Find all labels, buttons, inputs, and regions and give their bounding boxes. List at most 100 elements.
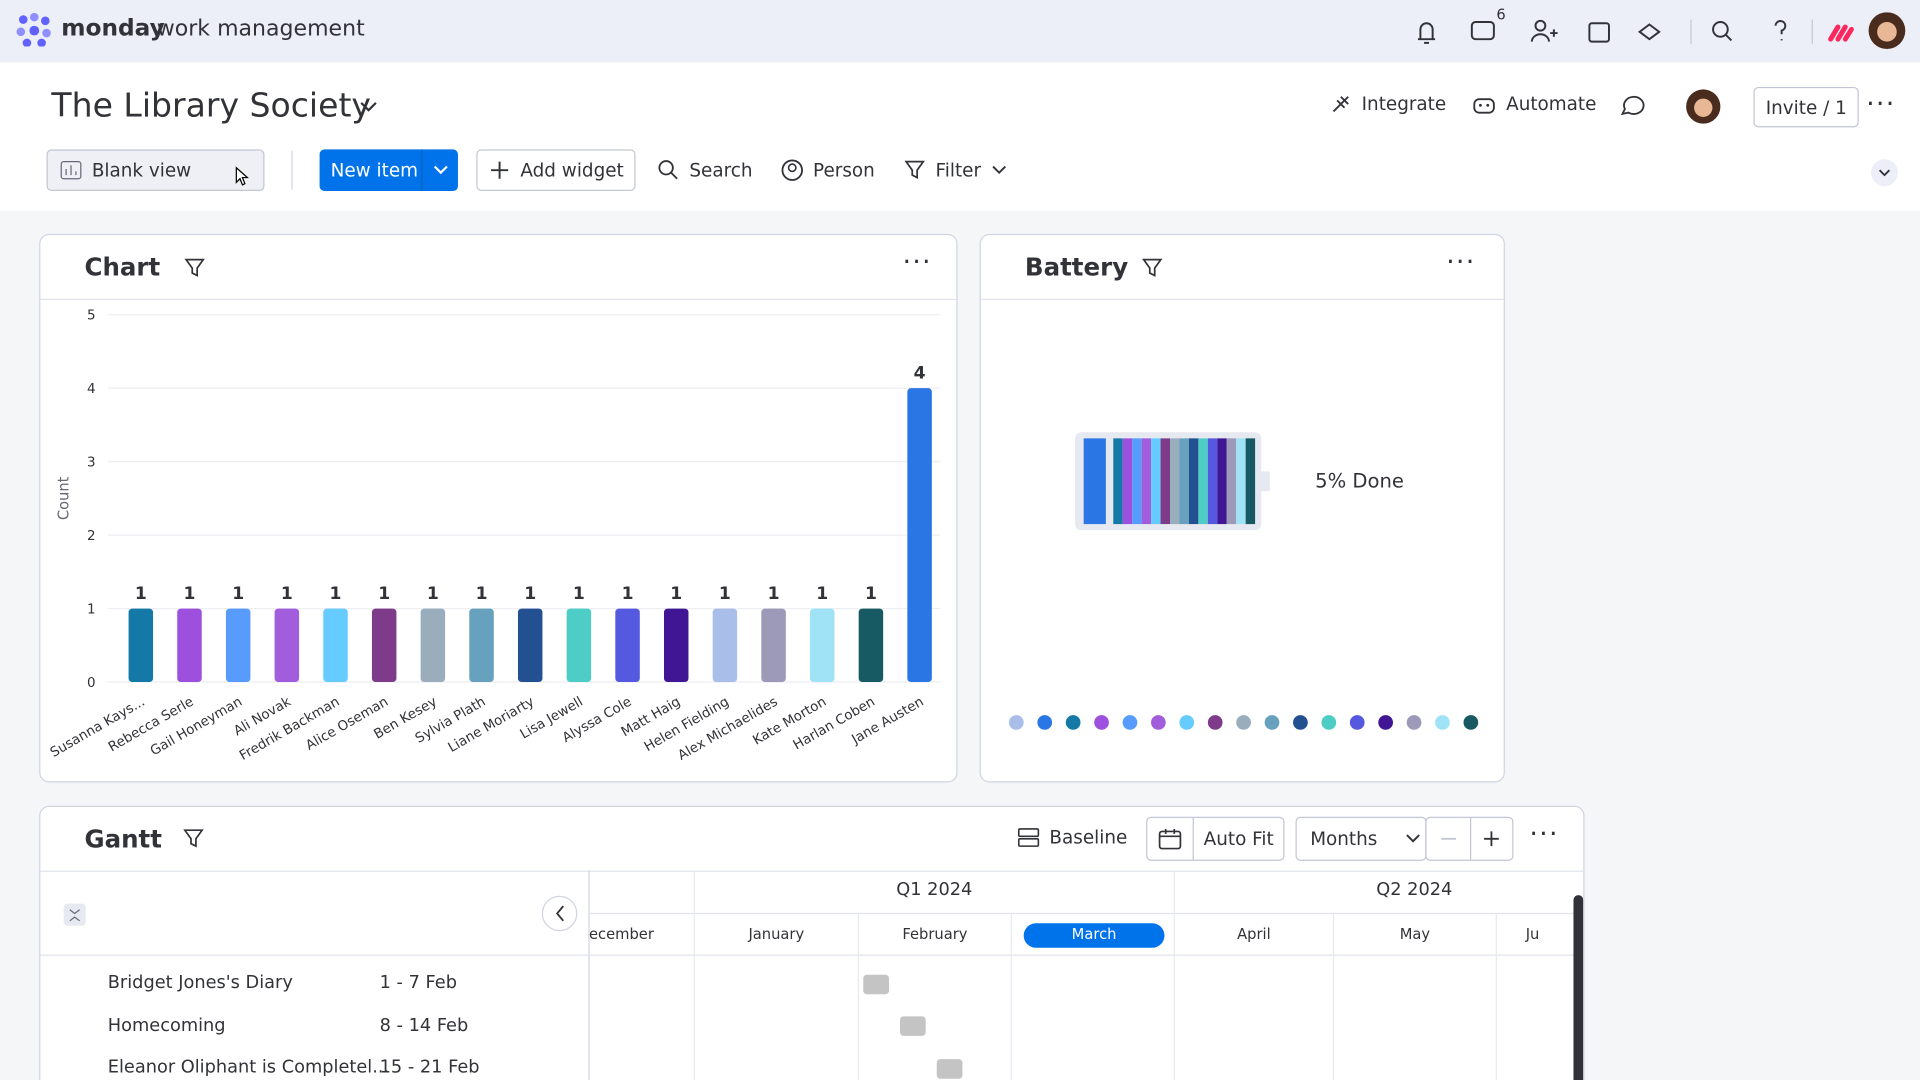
auto-fit-label: Auto Fit xyxy=(1203,827,1274,850)
marketplace-icon[interactable] xyxy=(1588,22,1610,43)
widget-menu[interactable]: ··· xyxy=(1446,247,1476,278)
filter-button[interactable]: Filter xyxy=(904,159,1008,181)
y-axis-label: Count xyxy=(56,476,73,520)
inbox-badge: 6 xyxy=(1496,6,1506,24)
value-label: 1 xyxy=(816,584,828,604)
bar xyxy=(128,608,154,683)
battery-segment xyxy=(1083,438,1106,525)
month-label: February xyxy=(902,925,968,943)
row-name[interactable]: Eleanor Oliphant is Completel... xyxy=(107,1057,390,1078)
help-icon[interactable] xyxy=(1774,20,1787,41)
board-title[interactable]: The Library Society xyxy=(51,86,372,125)
month-label: May xyxy=(1399,925,1431,943)
legend-dot xyxy=(1236,715,1251,730)
bar xyxy=(420,608,446,683)
x-tick-label: Alice Oseman xyxy=(304,695,392,754)
month-label: Ju xyxy=(1525,925,1540,943)
legend-dot xyxy=(1293,715,1308,730)
search-button[interactable]: Search xyxy=(658,159,753,181)
battery-segment xyxy=(1113,438,1123,525)
row-name[interactable]: Bridget Jones's Diary xyxy=(107,973,293,994)
battery-widget: Battery ··· 5% Done xyxy=(979,233,1505,783)
bar xyxy=(323,608,348,683)
battery-segment xyxy=(1188,438,1199,525)
legend-dot xyxy=(1435,715,1450,730)
legend-dot xyxy=(1122,715,1138,730)
invite-icon[interactable] xyxy=(1534,19,1547,32)
integrate-button[interactable]: Integrate xyxy=(1330,93,1446,115)
value-label: 1 xyxy=(622,584,634,604)
cursor xyxy=(235,166,249,186)
month-label: March xyxy=(1071,925,1117,943)
quarter-label: Q1 2024 xyxy=(896,880,973,901)
legend-dot xyxy=(1179,715,1195,730)
view-label: Blank view xyxy=(91,159,192,182)
month-label: ecember xyxy=(588,925,654,943)
product: work management xyxy=(156,15,365,42)
baseline-label: Baseline xyxy=(1049,826,1128,849)
legend-dot xyxy=(1321,715,1337,730)
battery-segment xyxy=(1179,438,1189,525)
battery-segment xyxy=(1132,438,1142,525)
bar xyxy=(371,608,397,683)
battery-segment xyxy=(1170,438,1180,525)
legend-dot xyxy=(1037,715,1053,730)
bar xyxy=(177,608,202,683)
widget-menu[interactable]: ··· xyxy=(1529,819,1559,850)
legend-dot xyxy=(1349,715,1365,730)
person-button[interactable]: Person xyxy=(781,159,875,181)
apps-icon[interactable] xyxy=(1637,23,1661,41)
legend-dot xyxy=(1406,715,1422,730)
updates-icon[interactable] xyxy=(1619,94,1646,118)
person-label: Person xyxy=(813,159,875,182)
row-dates: 15 - 21 Feb xyxy=(379,1057,480,1078)
battery-segment xyxy=(1141,438,1152,525)
month-label: January xyxy=(748,925,805,943)
view-tab[interactable]: Blank view xyxy=(46,149,265,192)
value-label: 1 xyxy=(524,584,536,604)
widget-title: Battery xyxy=(1024,252,1129,282)
invite-button[interactable]: Invite / 1 xyxy=(1753,86,1860,128)
title-chevron[interactable] xyxy=(359,99,379,114)
bar xyxy=(663,608,689,683)
widget-filter[interactable] xyxy=(182,828,204,850)
bar xyxy=(469,608,494,683)
battery-segment xyxy=(1245,438,1256,525)
search-label: Search xyxy=(689,159,753,182)
baseline-button[interactable]: Baseline xyxy=(1017,826,1128,849)
value-label: 1 xyxy=(719,584,731,604)
bell-icon[interactable] xyxy=(1417,22,1436,44)
top-icons xyxy=(1417,12,1906,49)
widget-title: Chart xyxy=(84,252,161,282)
value-label: 1 xyxy=(865,584,877,604)
bar xyxy=(761,608,786,683)
widget-filter[interactable] xyxy=(184,257,206,279)
bar xyxy=(274,608,300,683)
y-tick-label: 1 xyxy=(87,602,96,617)
widget-filter[interactable] xyxy=(1141,257,1163,279)
widget-menu[interactable]: ··· xyxy=(902,247,932,278)
row-name[interactable]: Homecoming xyxy=(107,1016,226,1036)
month-label: April xyxy=(1237,925,1271,943)
value-label: 1 xyxy=(476,584,488,604)
brand: monday xyxy=(61,14,165,42)
inbox-icon[interactable] xyxy=(1470,21,1495,41)
bar xyxy=(566,608,592,683)
value-label: 1 xyxy=(670,584,682,604)
top-bar: monday work management 6 xyxy=(0,0,1920,63)
new-item-button[interactable]: New item xyxy=(319,149,458,192)
row-dates: 8 - 14 Feb xyxy=(379,1016,469,1036)
board-menu[interactable]: ··· xyxy=(1866,89,1896,121)
y-tick-label: 3 xyxy=(87,456,96,471)
collapse-button[interactable] xyxy=(1870,158,1899,187)
bar xyxy=(907,388,932,683)
automate-button[interactable]: Automate xyxy=(1472,93,1596,115)
battery-segment xyxy=(1198,438,1208,525)
auto-fit-button[interactable]: Auto Fit xyxy=(1146,816,1285,861)
invite-label: Invite / 1 xyxy=(1765,96,1847,119)
add-widget-button[interactable]: Add widget xyxy=(476,149,637,192)
zoom-buttons[interactable] xyxy=(1425,816,1514,861)
board-avatar[interactable] xyxy=(1685,88,1722,125)
search-icon[interactable] xyxy=(1712,21,1729,38)
